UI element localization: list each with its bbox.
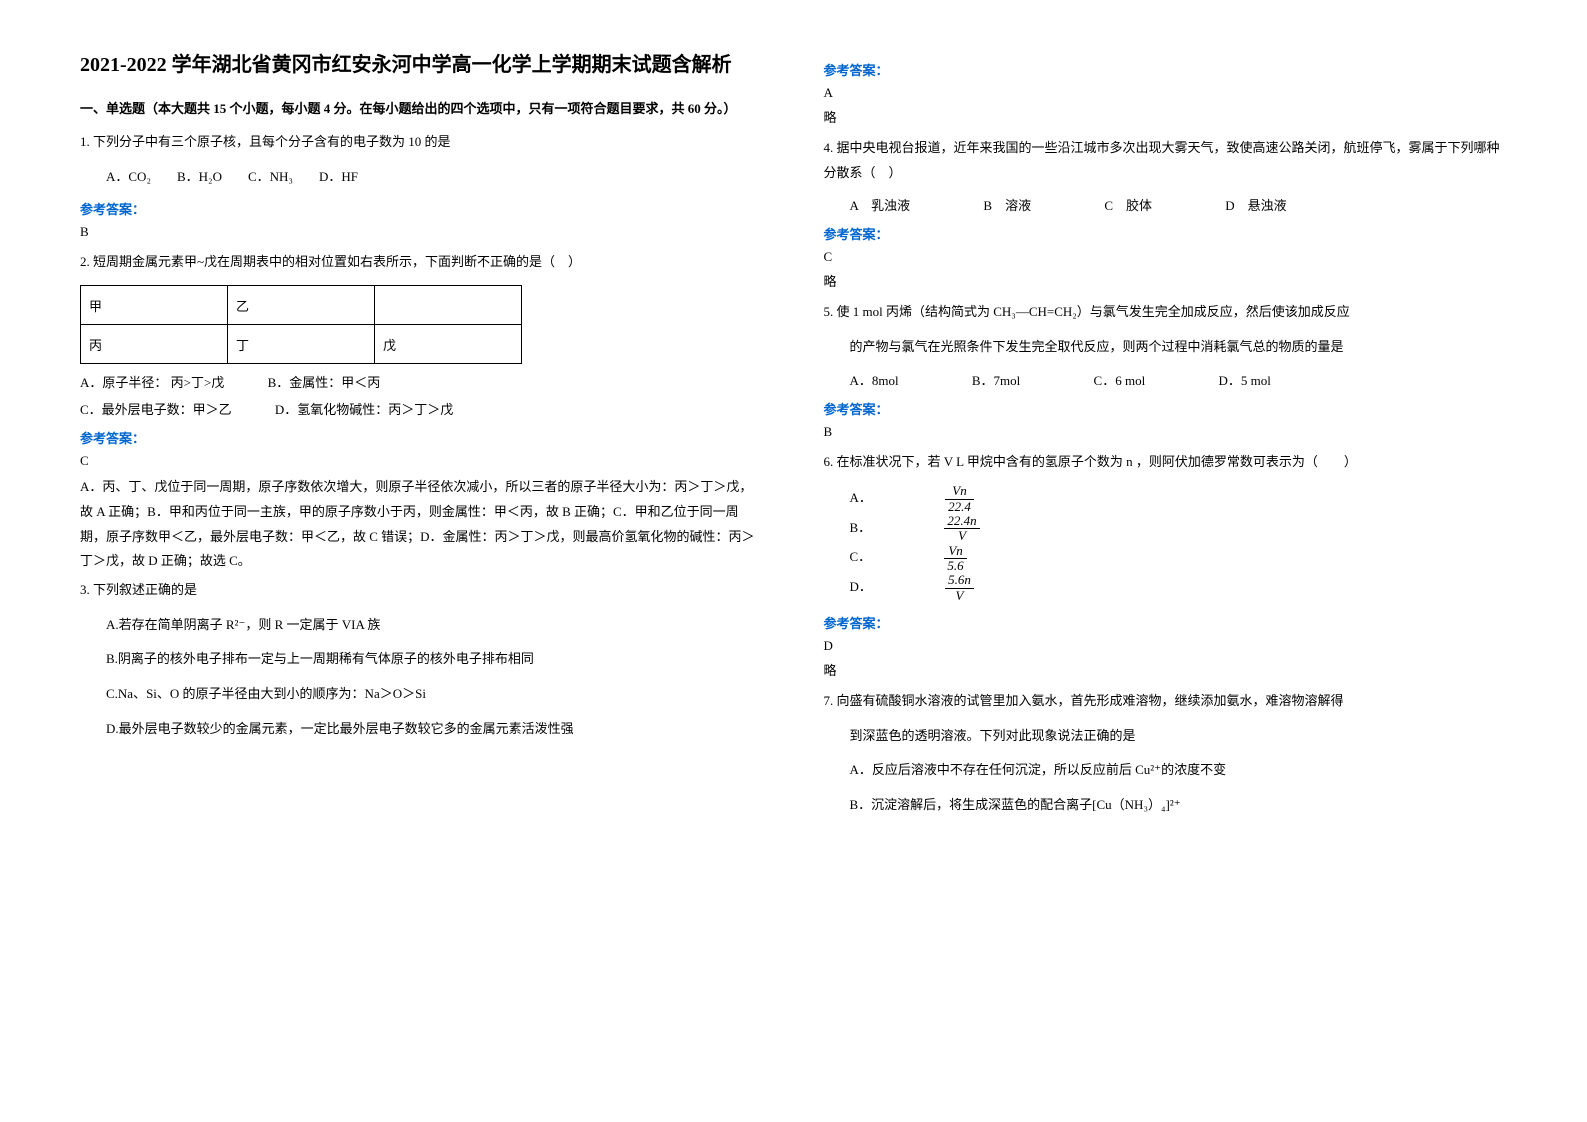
fraction: 22.4n V <box>944 514 1049 544</box>
q6-optD-label: D． <box>850 576 872 595</box>
left-column: 2021-2022 学年湖北省黄冈市红安永河中学高一化学上学期期末试题含解析 一… <box>80 50 764 828</box>
q5-optB: B．7mol <box>972 370 1020 389</box>
frac-num: 22.4n <box>944 514 979 529</box>
q4-answer: C <box>824 249 1508 265</box>
q6-stem: 6. 在标准状况下，若 V L 甲烷中含有的氢原子个数为 n ，则阿伏加德罗常数… <box>824 450 1508 475</box>
q7-optA: A．反应后溶液中不存在任何沉淀，所以反应前后 Cu²⁺的浓度不变 <box>824 758 1508 783</box>
q6-optA: A． Vn 22.4 <box>850 484 1114 514</box>
fraction: Vn 22.4 <box>945 484 1044 514</box>
q4-optA: A 乳浊液 <box>850 195 911 214</box>
q6-optC: C． Vn 5.6 <box>850 544 1107 574</box>
frac-den: V <box>944 529 979 543</box>
q7-optB: B．沉淀溶解后，将生成深蓝色的配合离子[Cu（NH₃）₄]²⁺ <box>824 793 1508 818</box>
q5-optA: A．8mol <box>850 370 899 389</box>
q3-stem: 3. 下列叙述正确的是 <box>80 578 764 603</box>
q6-optC-label: C． <box>850 546 872 565</box>
q5-answer: B <box>824 424 1508 440</box>
q2-table: 甲 乙 丙 丁 戊 <box>80 285 522 364</box>
q5-stem-line1: 5. 使 1 mol 丙烯（结构简式为 CH₃—CH=CH₂）与氯气发生完全加成… <box>824 300 1508 325</box>
q6-optA-label: A． <box>850 487 872 506</box>
q2-options-row1: A．原子半径： 丙>丁>戊 B．金属性：甲＜丙 <box>80 372 764 391</box>
fraction: 5.6n V <box>945 573 1044 603</box>
q2-optC: C．最外层电子数：甲＞乙 <box>80 399 232 418</box>
q3-optB: B.阴离子的核外电子排布一定与上一周期稀有气体原子的核外电子排布相同 <box>80 647 764 672</box>
q4-slue: 略 <box>824 271 1508 290</box>
q2-stem: 2. 短周期金属元素甲~戊在周期表中的相对位置如右表所示，下面判断不正确的是（ … <box>80 250 764 275</box>
frac-num: Vn <box>944 544 966 559</box>
q6-options: A． Vn 22.4 B． 22.4n V C． Vn 5.6 <box>824 484 1508 602</box>
q1-answer: B <box>80 224 764 240</box>
table-cell: 戊 <box>375 325 522 364</box>
q4-optB: B 溶液 <box>983 195 1031 214</box>
q6-answer: D <box>824 638 1508 654</box>
table-cell <box>375 286 522 325</box>
q6-optB: B． 22.4n V <box>850 514 1120 544</box>
q3-answer-label: 参考答案： <box>824 60 1508 79</box>
q4-stem: 4. 据中央电视台报道，近年来我国的一些沿江城市多次出现大雾天气，致使高速公路关… <box>824 136 1508 185</box>
q3-optA: A.若存在简单阴离子 R²⁻，则 R 一定属于 VIA 族 <box>80 613 764 638</box>
q6-optB-label: B． <box>850 517 872 536</box>
q5-optD: D．5 mol <box>1218 370 1270 389</box>
q5-optC: C．6 mol <box>1094 370 1146 389</box>
q2-options-row2: C．最外层电子数：甲＞乙 D．氢氧化物碱性：丙＞丁＞戊 <box>80 399 764 418</box>
q5-answer-label: 参考答案： <box>824 399 1508 418</box>
q1-options: A．CO₂ B．H₂O C．NH₃ D．HF <box>80 165 764 190</box>
q7-stem-line2: 到深蓝色的透明溶液。下列对此现象说法正确的是 <box>824 724 1508 749</box>
q7-stem-line1: 7. 向盛有硫酸铜水溶液的试管里加入氨水，首先形成难溶物，继续添加氨水，难溶物溶… <box>824 689 1508 714</box>
table-cell: 甲 <box>81 286 228 325</box>
q2-optD: D．氢氧化物碱性：丙＞丁＞戊 <box>275 399 453 418</box>
frac-num: 5.6n <box>945 573 974 588</box>
q6-answer-label: 参考答案： <box>824 613 1508 632</box>
q6-slue: 略 <box>824 660 1508 679</box>
q3-optC: C.Na、Si、O 的原子半径由大到小的顺序为：Na＞O＞Si <box>80 682 764 707</box>
q2-explanation: A．丙、丁、戊位于同一周期，原子序数依次增大，则原子半径依次减小，所以三者的原子… <box>80 475 764 574</box>
q1-answer-label: 参考答案： <box>80 199 764 218</box>
frac-den: 5.6 <box>944 559 966 573</box>
q2-optA: A．原子半径： 丙>丁>戊 <box>80 372 224 391</box>
q5-stem-line2: 的产物与氯气在光照条件下发生完全取代反应，则两个过程中消耗氯气总的物质的量是 <box>824 335 1508 360</box>
q2-answer: C <box>80 453 764 469</box>
frac-num: Vn <box>945 484 974 499</box>
right-column: 参考答案： A 略 4. 据中央电视台报道，近年来我国的一些沿江城市多次出现大雾… <box>824 50 1508 828</box>
q4-optD: D 悬浊液 <box>1225 195 1286 214</box>
q4-optC: C 胶体 <box>1104 195 1152 214</box>
q3-optD: D.最外层电子数较少的金属元素，一定比最外层电子数较它多的金属元素活泼性强 <box>80 717 764 742</box>
q3-slue: 略 <box>824 107 1508 126</box>
frac-den: 22.4 <box>945 500 974 514</box>
q4-options: A 乳浊液 B 溶液 C 胶体 D 悬浊液 <box>824 195 1508 214</box>
q6-optD: D． 5.6n V <box>850 573 1114 603</box>
table-cell: 丙 <box>81 325 228 364</box>
q5-options: A．8mol B．7mol C．6 mol D．5 mol <box>824 370 1508 389</box>
q1-stem: 1. 下列分子中有三个原子核，且每个分子含有的电子数为 10 的是 <box>80 130 764 155</box>
section-1-heading: 一、单选题（本大题共 15 个小题，每小题 4 分。在每小题给出的四个选项中，只… <box>80 98 764 120</box>
q3-answer: A <box>824 85 1508 101</box>
table-row: 丙 丁 戊 <box>81 325 522 364</box>
q2-answer-label: 参考答案： <box>80 428 764 447</box>
table-row: 甲 乙 <box>81 286 522 325</box>
frac-den: V <box>945 589 974 603</box>
q2-optB: B．金属性：甲＜丙 <box>268 372 381 391</box>
doc-title: 2021-2022 学年湖北省黄冈市红安永河中学高一化学上学期期末试题含解析 <box>80 50 764 80</box>
table-cell: 丁 <box>228 325 375 364</box>
fraction: Vn 5.6 <box>944 544 1036 574</box>
q4-answer-label: 参考答案： <box>824 224 1508 243</box>
table-cell: 乙 <box>228 286 375 325</box>
